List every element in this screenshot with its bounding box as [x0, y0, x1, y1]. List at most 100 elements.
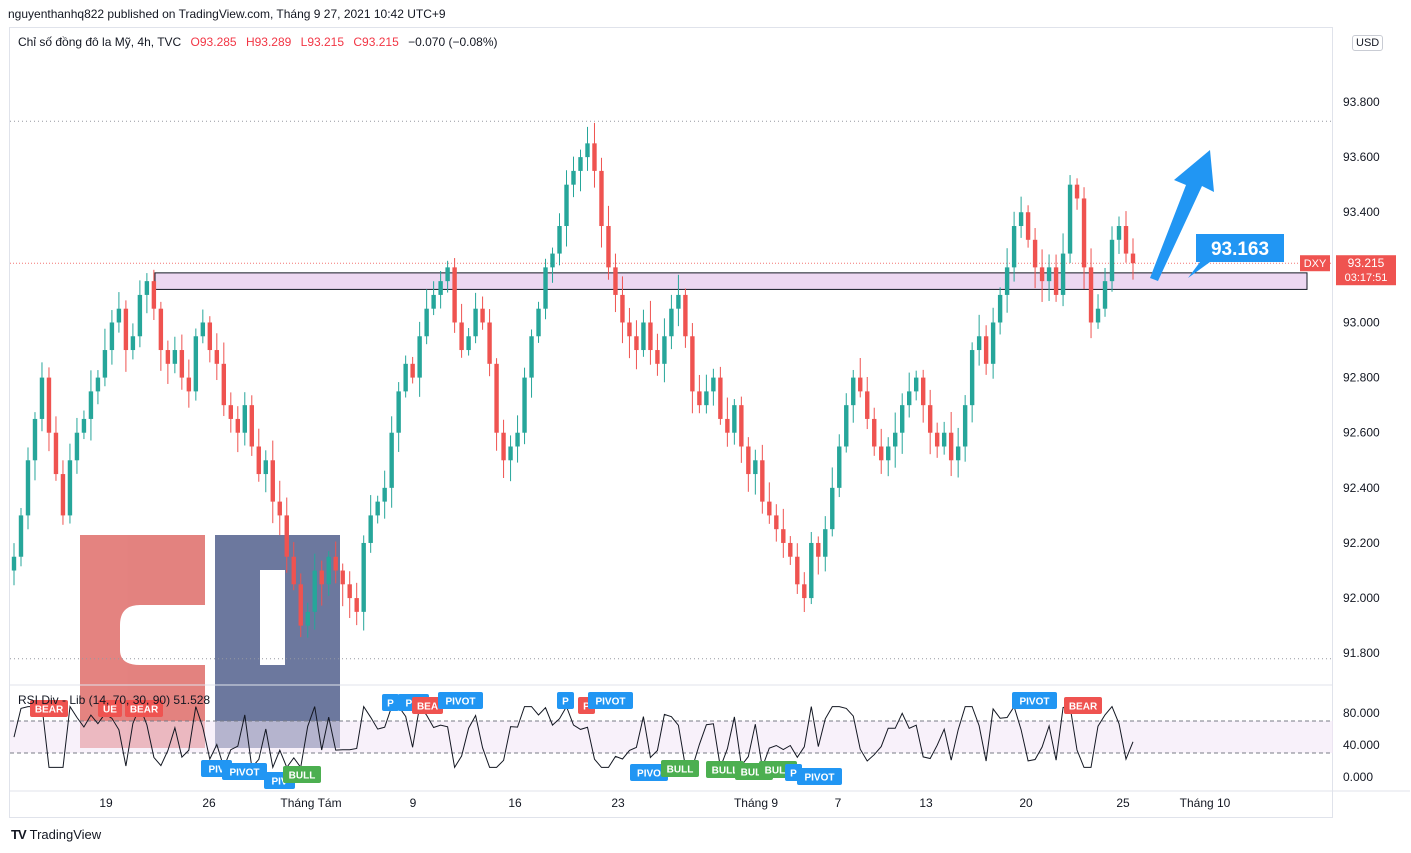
candle-body — [522, 377, 527, 433]
candle-body — [88, 391, 94, 419]
candle-body — [179, 350, 185, 378]
candle-body — [564, 184, 569, 227]
candle-body — [788, 542, 793, 557]
time-tick-label: 13 — [919, 796, 933, 810]
candle-body — [997, 294, 1003, 323]
candle-body — [151, 281, 157, 309]
rsi-tag-bg — [630, 764, 668, 781]
candle-body — [613, 267, 618, 295]
candle-body — [382, 487, 387, 502]
rsi-tick-label: 80.000 — [1343, 706, 1380, 720]
candle-body — [312, 570, 317, 612]
candle-body — [627, 322, 632, 337]
tradingview-footer[interactable]: TV TradingView — [11, 827, 101, 842]
candle-body — [326, 556, 331, 585]
candle-body — [214, 350, 220, 364]
candle-body — [515, 432, 520, 447]
candle-body — [116, 308, 122, 323]
candle-body — [123, 308, 129, 351]
rsi-tag-label: PIVOT — [445, 697, 475, 708]
price-tick-label: 93.800 — [1343, 95, 1380, 109]
candle-body — [1011, 226, 1017, 268]
candle-body — [193, 336, 199, 392]
support-zone-rect — [154, 272, 1308, 290]
candle-body — [725, 418, 730, 433]
rsi-tag-bg — [706, 761, 744, 778]
publish-info: nguyenthanhq822 published on TradingView… — [8, 7, 446, 21]
candle-body — [578, 157, 583, 171]
candle-body — [837, 446, 842, 488]
close-value: C93.215 — [353, 35, 399, 49]
rsi-tag-bear: BEAR — [30, 700, 68, 717]
candle-body — [67, 460, 73, 516]
candle-body — [1095, 308, 1101, 323]
currency-button[interactable]: USD — [1352, 35, 1384, 51]
candle-body — [32, 418, 38, 461]
rsi-tag-bull: BULL — [661, 760, 699, 777]
support-zone — [154, 272, 1308, 290]
candle-body — [438, 281, 443, 295]
candle-body — [53, 432, 59, 475]
candle-body — [291, 556, 296, 585]
candle-body — [263, 460, 268, 475]
candle-body — [774, 515, 779, 530]
time-tick-label: 9 — [410, 796, 417, 810]
change-value: −0.070 (−0.08%) — [408, 35, 498, 49]
candle-body — [361, 542, 366, 612]
low-value: L93.215 — [300, 35, 345, 49]
candle-body — [634, 336, 639, 351]
candle-body — [711, 377, 716, 392]
candle-body — [1004, 267, 1010, 295]
time-tick-label: 25 — [1116, 796, 1130, 810]
price-tick-label: 92.200 — [1343, 536, 1380, 550]
candle-body — [683, 294, 688, 337]
candle-body — [913, 377, 919, 392]
candle-body — [704, 391, 709, 406]
candle-body — [1088, 267, 1094, 323]
candle-body — [990, 322, 996, 364]
candle-body — [969, 350, 975, 406]
candle-body — [781, 529, 786, 543]
rsi-tag-bg — [1012, 692, 1057, 709]
candle-body — [109, 322, 115, 351]
rsi-tag-pivot: P — [557, 692, 574, 709]
candle-body — [452, 267, 457, 323]
candle-body — [1046, 267, 1052, 282]
candle-body — [130, 336, 136, 351]
price-tick-label: 92.000 — [1343, 591, 1380, 605]
rsi-tag-label: P — [387, 699, 394, 710]
time-tick-label: 26 — [202, 796, 216, 810]
candle-body — [1032, 239, 1038, 268]
candle-body — [508, 446, 513, 461]
candle-body — [760, 460, 765, 502]
candle-body — [459, 322, 464, 351]
candle-body — [172, 350, 178, 364]
candle-body — [599, 170, 604, 227]
candle-body — [739, 405, 744, 447]
rsi-tick-label: 40.000 — [1343, 738, 1380, 752]
rsi-tag-bg — [661, 760, 699, 777]
candle-body — [298, 584, 303, 626]
rsi-tag-label: BULL — [289, 771, 316, 782]
candle-body — [235, 418, 240, 433]
candle-body — [718, 377, 723, 419]
candle-body — [962, 405, 968, 447]
candle-body — [81, 418, 87, 433]
grid-layer — [10, 120, 1410, 792]
rsi-tag-bg — [588, 692, 633, 709]
rsi-tag-label: PIVOT — [229, 768, 259, 779]
rsi-tag-bg — [382, 694, 399, 711]
candle-body — [983, 336, 989, 364]
candle-body — [536, 308, 541, 337]
candle-body — [1025, 212, 1031, 240]
price-tick-label: 93.600 — [1343, 150, 1380, 164]
rsi-tag-bg — [283, 766, 321, 783]
rsi-band — [10, 721, 1333, 753]
candle-body — [417, 336, 422, 378]
rsi-tag-label: BEAR — [130, 705, 159, 716]
candle-body — [907, 391, 912, 406]
candle-body — [697, 391, 702, 406]
rsi-tag-bg — [438, 692, 483, 709]
